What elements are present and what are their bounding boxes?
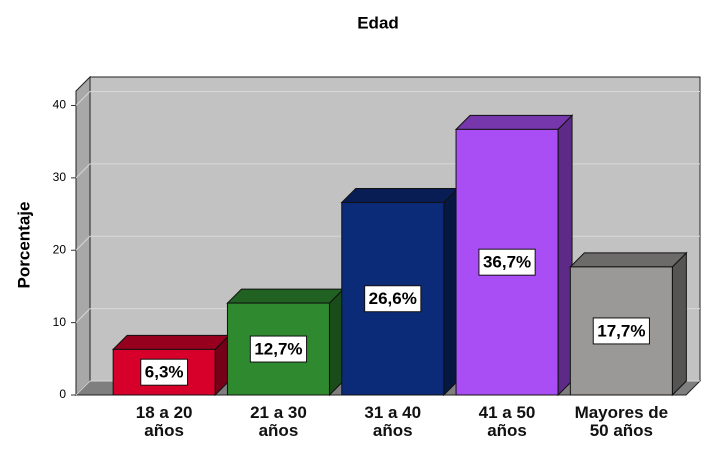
bar-side xyxy=(671,251,687,397)
value-label-box xyxy=(592,317,650,345)
grid-line-side xyxy=(75,235,91,251)
grid-line-side xyxy=(75,308,91,323)
y-tick-label: 40 xyxy=(53,98,67,112)
value-label: 36,7% xyxy=(483,253,531,272)
bar-top xyxy=(340,187,459,203)
grid-line-side xyxy=(75,163,91,179)
bar-top xyxy=(454,114,574,130)
bar-top xyxy=(111,334,231,350)
chart-title: Edad xyxy=(357,13,399,32)
value-label-box xyxy=(478,248,536,276)
value-label-box xyxy=(140,358,189,386)
y-axis-label: Porcentaje xyxy=(14,202,33,289)
y-tick-label: 20 xyxy=(53,242,67,256)
grid-line-side xyxy=(75,91,91,106)
left-wall xyxy=(75,75,91,397)
value-label: 12,7% xyxy=(254,340,302,359)
y-tick-label: 10 xyxy=(53,315,67,329)
y-tick-label: 0 xyxy=(59,387,66,401)
grid-line-side xyxy=(75,380,91,396)
x-tick-label: 18 a 20 años xyxy=(135,403,193,440)
bar-top xyxy=(226,288,345,304)
value-label-box xyxy=(364,285,422,313)
y-tick-label: 30 xyxy=(53,170,67,184)
x-tick-label: 41 a 50 años xyxy=(478,403,536,440)
value-label: 6,3% xyxy=(145,363,184,382)
x-tick-label: 31 a 40 años xyxy=(364,403,422,440)
bar-top xyxy=(569,252,688,268)
x-tick-label: Mayores de 50 años xyxy=(574,403,669,440)
value-label-box xyxy=(249,335,308,363)
value-label: 26,6% xyxy=(369,289,417,308)
x-tick-label: 21 a 30 años xyxy=(250,403,307,440)
value-label: 17,7% xyxy=(597,321,645,340)
